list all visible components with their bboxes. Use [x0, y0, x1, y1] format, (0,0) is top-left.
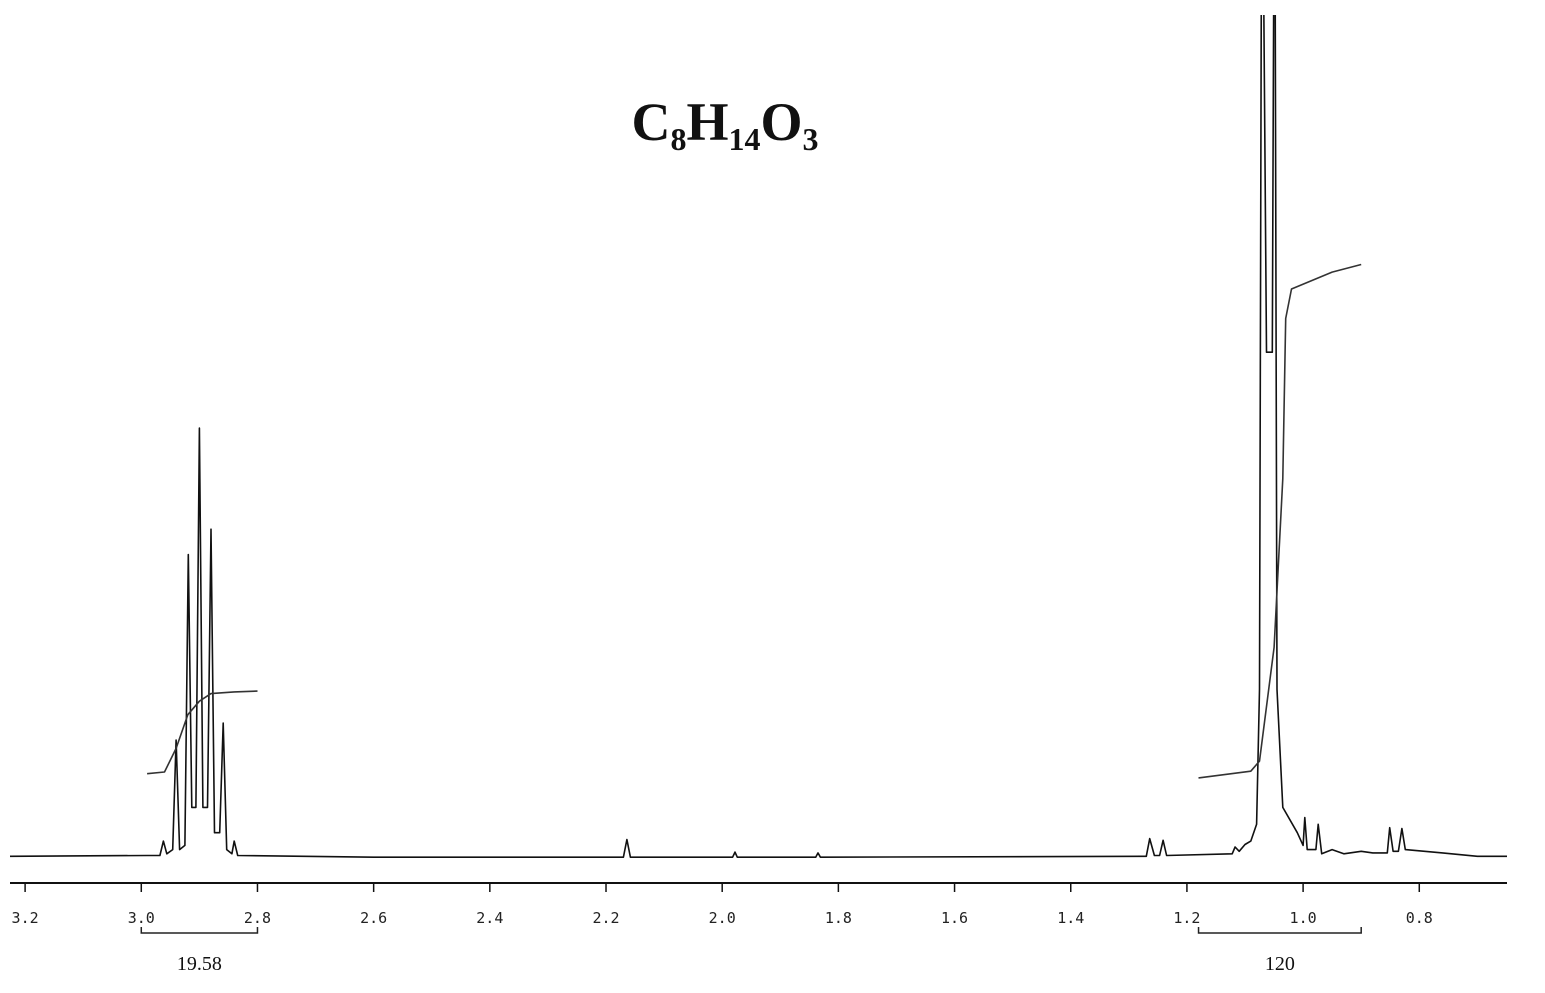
x-tick-label: 2.8: [244, 909, 271, 927]
x-tick-label: 2.4: [476, 909, 503, 927]
integral-bracket: [140, 927, 259, 934]
integral-label: 19.58: [177, 953, 222, 975]
spectrum-line: [147, 690, 258, 775]
integral-bracket: [1197, 927, 1362, 934]
x-tick-label: 1.8: [825, 909, 852, 927]
x-tick-label: 1.4: [1057, 909, 1084, 927]
x-tick-label: 2.0: [709, 909, 736, 927]
x-tick-label: 1.2: [1173, 909, 1200, 927]
spectrum-line: [1198, 263, 1362, 779]
x-tick-label: 0.8: [1406, 909, 1433, 927]
x-tick-label: 3.0: [128, 909, 155, 927]
x-tick-label: 3.2: [12, 909, 39, 927]
x-tick-label: 1.0: [1290, 909, 1317, 927]
x-tick-label: 2.2: [592, 909, 619, 927]
x-tick-label: 1.6: [941, 909, 968, 927]
spectrum-line: [9, 15, 1507, 858]
plot-area: [9, 15, 1507, 858]
integral-label: 120: [1265, 953, 1295, 975]
chart-title: C8H14O3: [631, 92, 818, 157]
x-tick-label: 2.6: [360, 909, 387, 927]
